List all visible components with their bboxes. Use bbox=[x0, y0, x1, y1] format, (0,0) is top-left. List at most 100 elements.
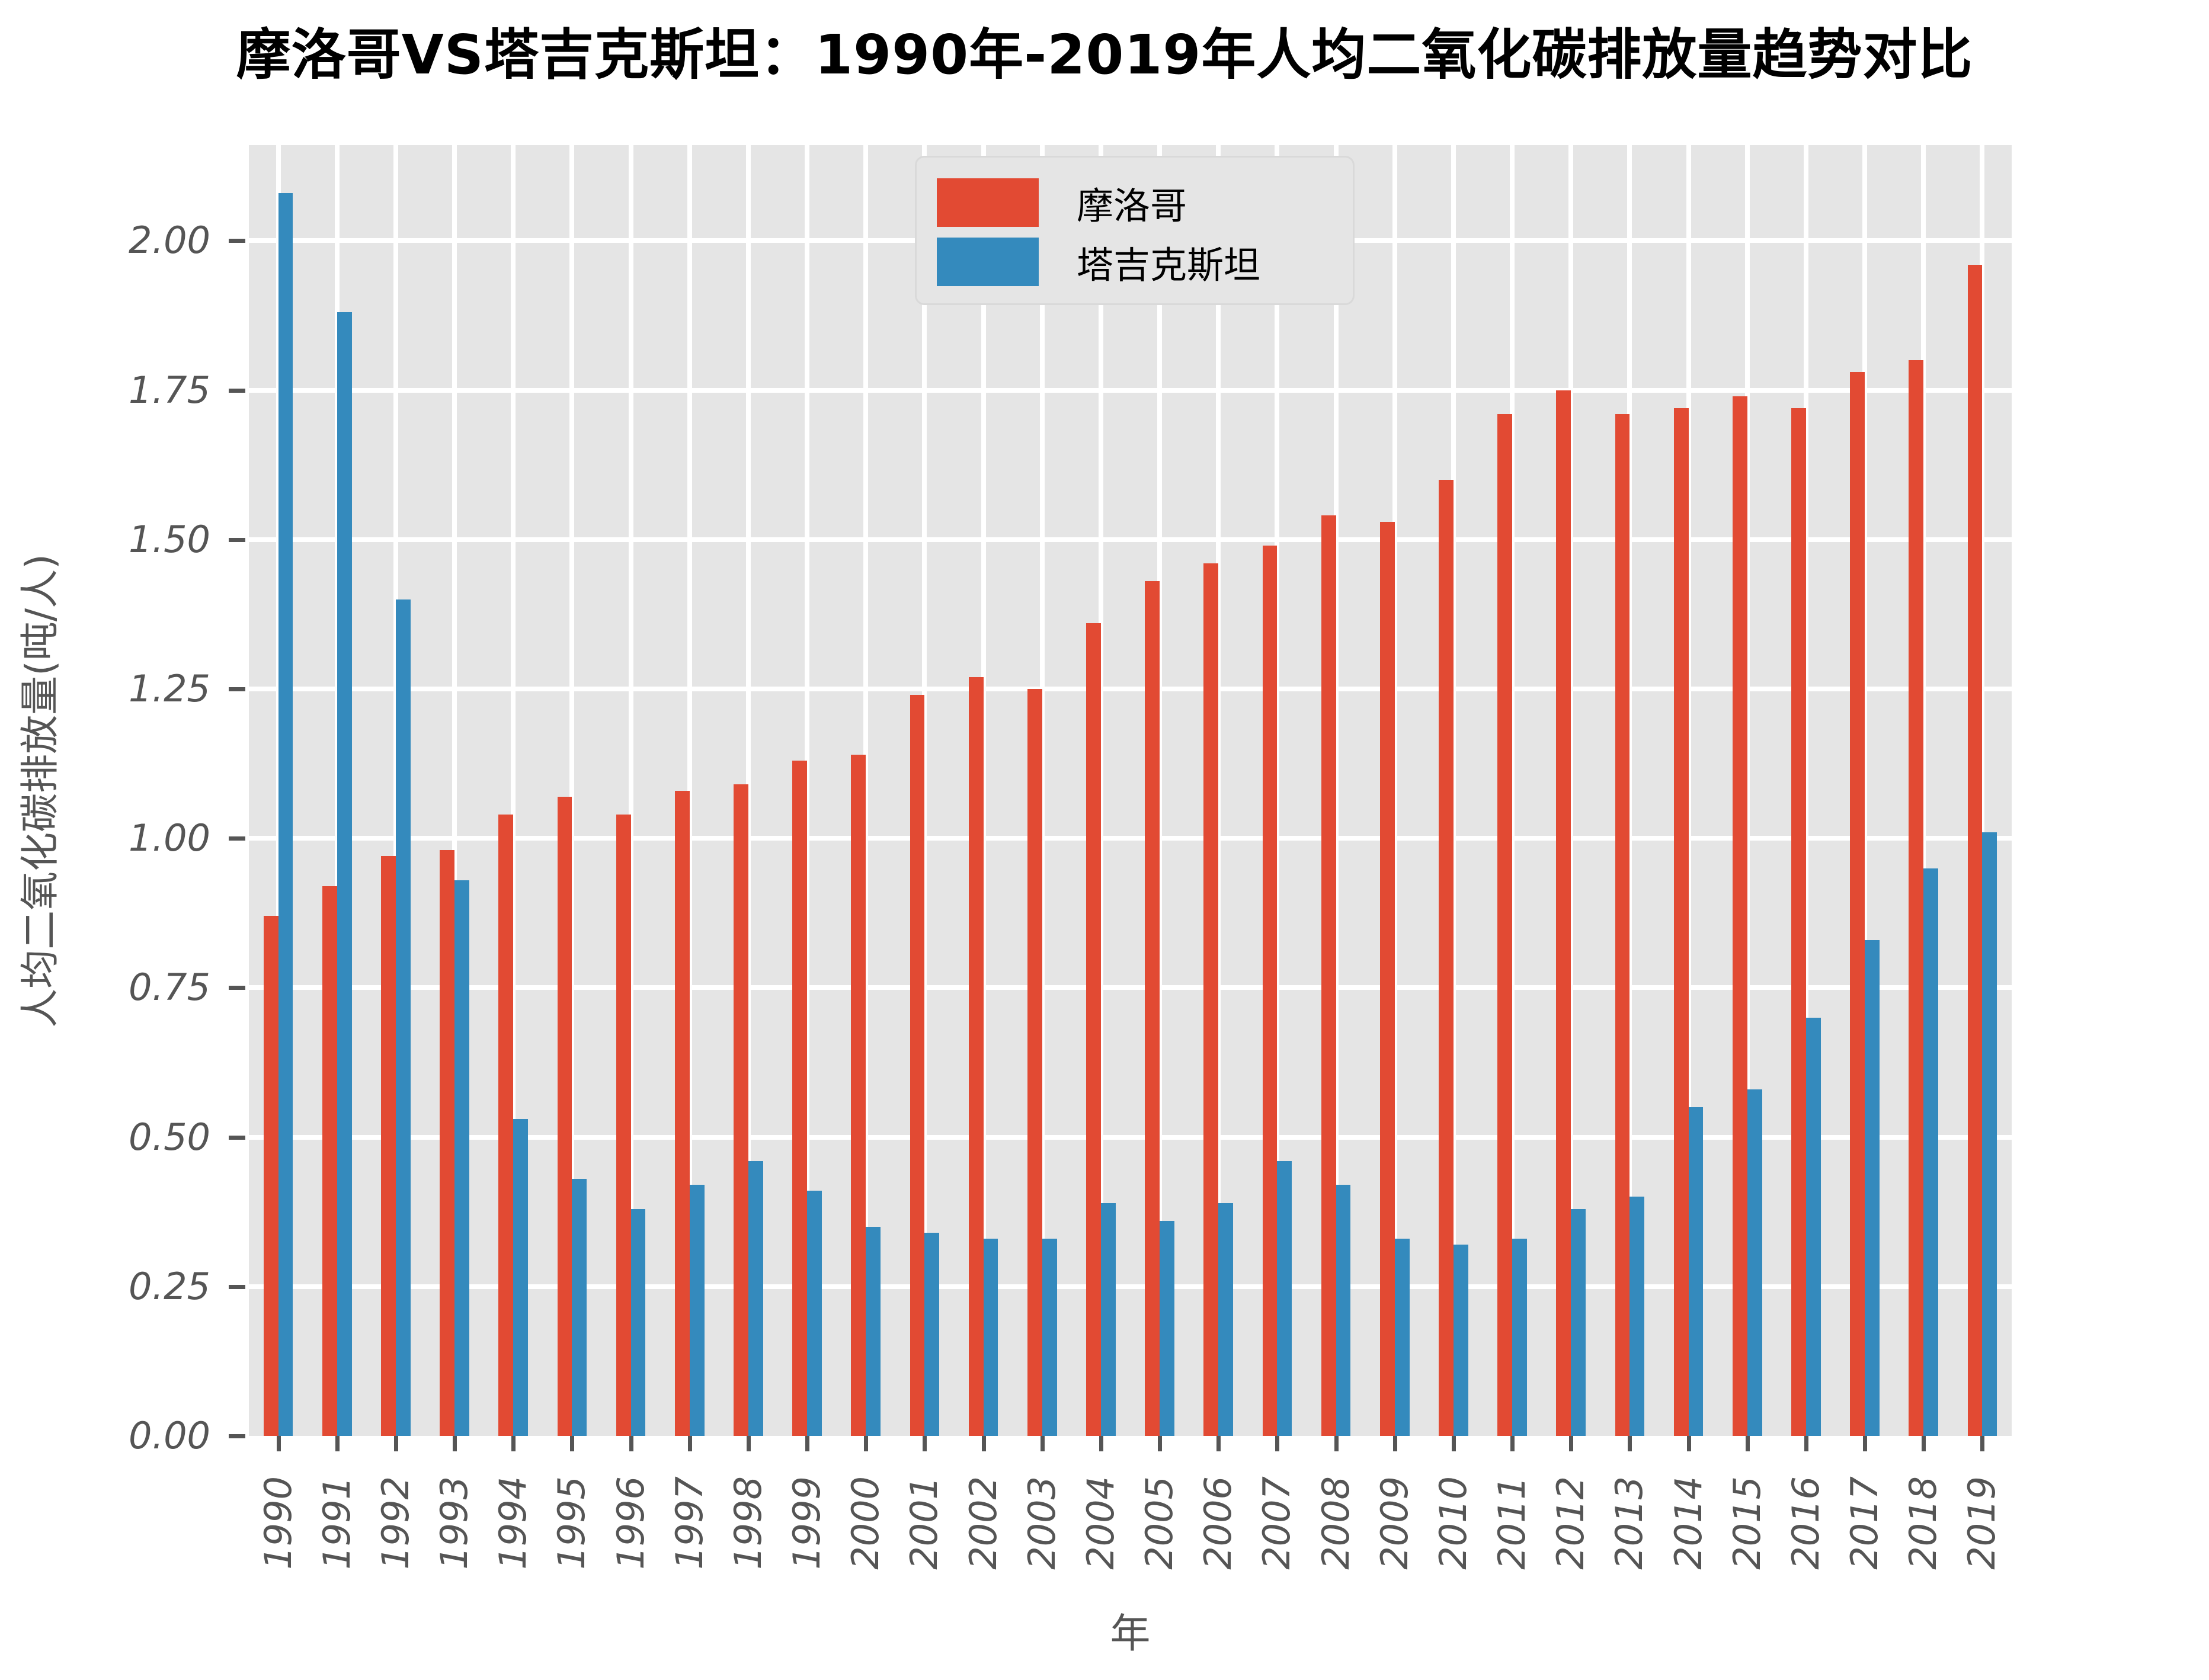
bar-morocco-1992 bbox=[381, 856, 396, 1436]
bar-tajikistan-1993 bbox=[454, 880, 469, 1436]
bar-morocco-1991 bbox=[322, 886, 337, 1436]
bar-morocco-1995 bbox=[557, 796, 572, 1436]
y-tick-mark bbox=[229, 687, 245, 691]
bar-morocco-2008 bbox=[1321, 515, 1336, 1436]
legend-item-morocco: 摩洛哥 bbox=[937, 178, 1187, 227]
gridline-horizontal bbox=[249, 1284, 2012, 1289]
y-tick-label: 1.75 bbox=[128, 368, 210, 412]
gridline-vertical bbox=[805, 145, 810, 1436]
x-tick-label: 2019 bbox=[1960, 1476, 2004, 1570]
bar-morocco-1990 bbox=[263, 916, 278, 1436]
gridline-horizontal bbox=[249, 687, 2012, 691]
y-tick-label: 1.50 bbox=[128, 517, 210, 561]
bar-morocco-2016 bbox=[1791, 408, 1806, 1436]
bar-tajikistan-2003 bbox=[1042, 1239, 1057, 1436]
bar-tajikistan-2007 bbox=[1277, 1160, 1292, 1436]
bar-tajikistan-2014 bbox=[1688, 1107, 1704, 1436]
gridline-vertical bbox=[1333, 145, 1339, 1436]
y-tick-mark bbox=[229, 537, 245, 542]
bar-morocco-2010 bbox=[1439, 479, 1454, 1436]
y-tick-mark bbox=[229, 1284, 245, 1289]
legend-swatch-morocco bbox=[937, 178, 1039, 227]
x-tick-mark bbox=[335, 1436, 340, 1451]
x-tick-label: 1991 bbox=[315, 1476, 358, 1570]
gridline-vertical bbox=[1275, 145, 1280, 1436]
bar-morocco-1998 bbox=[734, 784, 748, 1436]
bar-tajikistan-2011 bbox=[1512, 1239, 1527, 1436]
x-tick-mark bbox=[746, 1436, 751, 1451]
bar-morocco-1993 bbox=[440, 850, 455, 1436]
bar-tajikistan-2009 bbox=[1394, 1239, 1410, 1436]
bar-tajikistan-2006 bbox=[1218, 1203, 1234, 1436]
gridline-vertical bbox=[1627, 145, 1632, 1436]
bar-morocco-2019 bbox=[1967, 264, 1983, 1436]
gridline-vertical bbox=[981, 145, 986, 1436]
bar-morocco-2014 bbox=[1673, 408, 1689, 1436]
x-tick-label: 2014 bbox=[1666, 1476, 1710, 1570]
plot-area bbox=[249, 145, 2012, 1436]
x-tick-mark bbox=[629, 1436, 633, 1451]
chart-title: 摩洛哥VS塔吉克斯坦：1990年-2019年人均二氧化碳排放量趋势对比 bbox=[236, 23, 1973, 86]
x-tick-mark bbox=[923, 1436, 927, 1451]
x-tick-mark bbox=[1216, 1436, 1221, 1451]
bar-morocco-1994 bbox=[498, 814, 514, 1436]
y-tick-label: 0.50 bbox=[128, 1115, 210, 1159]
x-tick-label: 2015 bbox=[1725, 1476, 1769, 1570]
bar-tajikistan-1995 bbox=[572, 1179, 587, 1436]
x-tick-label: 2018 bbox=[1901, 1476, 1945, 1570]
x-tick-mark bbox=[511, 1436, 516, 1451]
gridline-vertical bbox=[745, 145, 751, 1436]
gridline-vertical bbox=[1098, 145, 1103, 1436]
bar-tajikistan-2008 bbox=[1336, 1185, 1351, 1436]
gridline-vertical bbox=[1039, 145, 1045, 1436]
x-tick-mark bbox=[1922, 1436, 1926, 1451]
x-tick-mark bbox=[1099, 1436, 1103, 1451]
bar-morocco-2003 bbox=[1027, 689, 1042, 1436]
bar-morocco-2012 bbox=[1556, 390, 1571, 1436]
bar-morocco-1997 bbox=[674, 790, 690, 1436]
y-tick-label: 0.25 bbox=[128, 1264, 210, 1308]
y-axis-label: 人均二氧化碳排放量(吨/人) bbox=[17, 554, 63, 1028]
x-tick-label: 2006 bbox=[1196, 1476, 1240, 1570]
bar-morocco-2015 bbox=[1732, 396, 1747, 1436]
x-tick-label: 2009 bbox=[1372, 1476, 1416, 1570]
x-tick-mark bbox=[1275, 1436, 1280, 1451]
gridline-horizontal bbox=[249, 537, 2012, 542]
y-tick-label: 2.00 bbox=[128, 219, 210, 262]
bar-morocco-1996 bbox=[616, 814, 631, 1436]
gridline-vertical bbox=[863, 145, 869, 1436]
bar-morocco-2009 bbox=[1379, 521, 1395, 1436]
y-tick-mark bbox=[229, 1135, 245, 1140]
x-axis-label: 年 bbox=[1110, 1611, 1151, 1657]
x-tick-label: 2007 bbox=[1255, 1476, 1299, 1570]
x-tick-label: 1995 bbox=[550, 1476, 594, 1570]
x-tick-label: 2004 bbox=[1078, 1476, 1122, 1570]
x-tick-mark bbox=[1510, 1436, 1515, 1451]
bar-morocco-2018 bbox=[1909, 360, 1924, 1436]
bar-morocco-2001 bbox=[910, 695, 925, 1436]
x-tick-mark bbox=[687, 1436, 692, 1451]
gridline-vertical bbox=[1862, 145, 1868, 1436]
gridline-vertical bbox=[922, 145, 927, 1436]
x-tick-label: 1990 bbox=[256, 1476, 300, 1570]
x-tick-mark bbox=[1158, 1436, 1163, 1451]
x-tick-mark bbox=[805, 1436, 810, 1451]
bar-tajikistan-2004 bbox=[1100, 1203, 1116, 1436]
y-tick-mark bbox=[229, 836, 245, 841]
gridline-vertical bbox=[1451, 145, 1456, 1436]
x-tick-mark bbox=[1686, 1436, 1691, 1451]
x-tick-label: 2010 bbox=[1431, 1476, 1475, 1570]
gridline-vertical bbox=[1216, 145, 1221, 1436]
x-tick-label: 2003 bbox=[1020, 1476, 1064, 1570]
x-tick-label: 1994 bbox=[491, 1476, 535, 1570]
y-tick-label: 1.25 bbox=[128, 667, 210, 710]
bar-tajikistan-2016 bbox=[1805, 1017, 1821, 1436]
bar-tajikistan-2012 bbox=[1571, 1208, 1586, 1436]
bar-tajikistan-1999 bbox=[807, 1191, 822, 1436]
x-tick-mark bbox=[864, 1436, 869, 1451]
x-tick-mark bbox=[1804, 1436, 1808, 1451]
bar-tajikistan-2000 bbox=[866, 1226, 881, 1436]
bar-tajikistan-1998 bbox=[748, 1160, 763, 1436]
bar-tajikistan-1991 bbox=[337, 312, 352, 1436]
bar-tajikistan-2018 bbox=[1923, 868, 1939, 1436]
